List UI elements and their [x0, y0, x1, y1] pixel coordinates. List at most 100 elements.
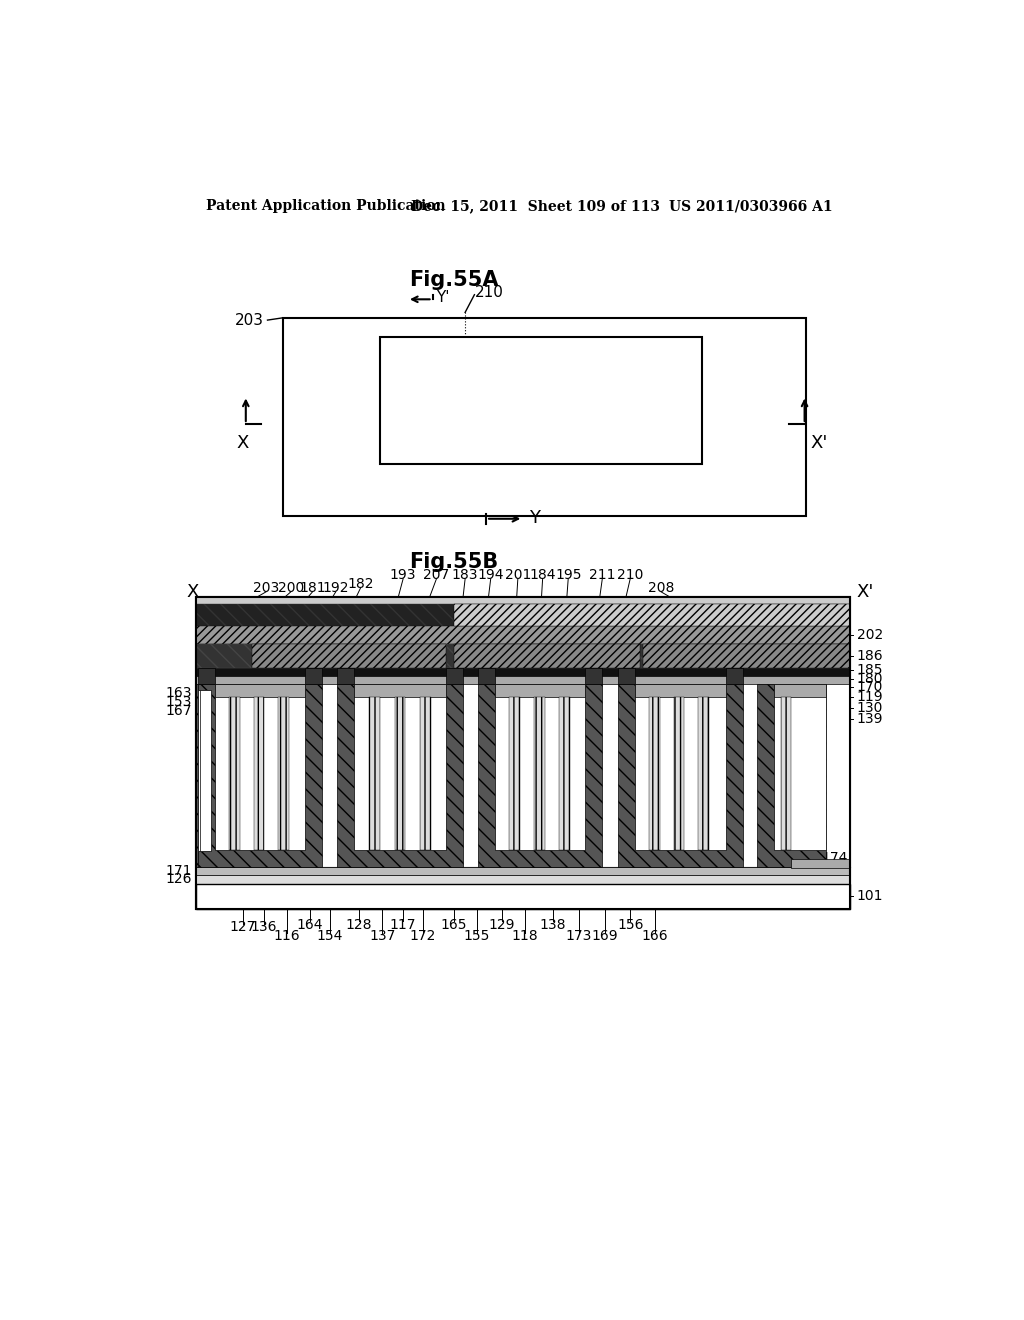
Text: 101: 101: [856, 890, 883, 903]
Bar: [197, 597, 850, 605]
Bar: [198, 689, 209, 851]
Text: 163: 163: [165, 686, 191, 700]
Text: n⁺: n⁺: [783, 684, 799, 697]
Bar: [649, 697, 659, 850]
Bar: [197, 684, 198, 867]
Bar: [635, 684, 726, 850]
Bar: [197, 644, 850, 668]
Text: 155: 155: [464, 929, 489, 942]
Bar: [586, 668, 602, 684]
Text: 211: 211: [589, 568, 615, 582]
Bar: [197, 867, 850, 875]
Text: n⁺: n⁺: [252, 684, 267, 697]
Bar: [200, 689, 211, 851]
Bar: [254, 697, 264, 850]
Text: 194: 194: [477, 568, 504, 582]
Text: 164: 164: [297, 917, 324, 932]
Bar: [197, 605, 850, 626]
Text: 171: 171: [165, 863, 191, 878]
Text: Patent Application Publication: Patent Application Publication: [206, 199, 445, 213]
Text: 128: 128: [346, 917, 372, 932]
Text: 208: 208: [648, 581, 675, 595]
Bar: [698, 697, 710, 850]
Text: 183: 183: [452, 568, 478, 582]
Text: 202: 202: [856, 628, 883, 642]
Bar: [454, 644, 640, 668]
Text: 170: 170: [856, 680, 883, 693]
Bar: [496, 684, 586, 697]
Bar: [354, 684, 445, 697]
Text: Fig.55A: Fig.55A: [409, 271, 499, 290]
Text: 172: 172: [410, 929, 435, 942]
Text: 119: 119: [856, 690, 883, 705]
Bar: [774, 684, 825, 697]
Bar: [535, 697, 545, 850]
Bar: [445, 668, 463, 684]
Bar: [228, 697, 240, 850]
Bar: [215, 684, 305, 697]
Text: 180: 180: [856, 672, 883, 686]
Text: 156: 156: [616, 917, 643, 932]
Bar: [420, 697, 431, 850]
Text: 169: 169: [591, 929, 617, 942]
Bar: [643, 644, 850, 668]
Text: 137: 137: [369, 929, 395, 942]
Bar: [197, 668, 850, 676]
Text: 117: 117: [390, 917, 417, 932]
Bar: [305, 668, 322, 684]
Text: 126: 126: [165, 873, 191, 886]
Bar: [559, 697, 569, 850]
Text: 185: 185: [856, 663, 883, 677]
Text: 210: 210: [617, 568, 643, 582]
Text: 130: 130: [856, 701, 883, 715]
Text: 195: 195: [555, 568, 582, 582]
Bar: [337, 684, 463, 867]
Text: 129: 129: [488, 917, 515, 932]
Text: 182: 182: [347, 577, 374, 591]
Bar: [726, 668, 742, 684]
Bar: [215, 684, 305, 850]
Bar: [283, 318, 806, 516]
Bar: [394, 697, 406, 850]
Bar: [337, 668, 354, 684]
Bar: [509, 697, 520, 850]
Text: 201: 201: [505, 568, 531, 582]
Text: 200: 200: [278, 581, 304, 595]
Text: Dec. 15, 2011  Sheet 109 of 113: Dec. 15, 2011 Sheet 109 of 113: [411, 199, 659, 213]
Text: 153: 153: [165, 696, 191, 709]
Text: 138: 138: [540, 917, 566, 932]
Text: 118: 118: [511, 929, 539, 942]
Bar: [279, 697, 289, 850]
Text: 127: 127: [229, 920, 256, 933]
Text: 193: 193: [390, 568, 417, 582]
Bar: [496, 684, 586, 850]
Bar: [635, 684, 726, 697]
Bar: [780, 697, 792, 850]
Text: 184: 184: [529, 568, 556, 582]
Text: n⁺: n⁺: [768, 851, 782, 865]
Text: US 2011/0303966 A1: US 2011/0303966 A1: [669, 199, 833, 213]
Bar: [369, 697, 380, 850]
Bar: [617, 668, 635, 684]
Text: 136: 136: [251, 920, 276, 933]
Bar: [252, 644, 445, 668]
Text: 207: 207: [423, 568, 450, 582]
Text: 116: 116: [273, 929, 300, 942]
Text: X': X': [856, 583, 873, 601]
Bar: [617, 684, 742, 867]
Text: 192: 192: [323, 581, 349, 595]
Text: Y: Y: [529, 510, 541, 527]
Bar: [380, 337, 701, 465]
Bar: [197, 597, 850, 909]
Text: X: X: [237, 434, 249, 453]
Bar: [198, 668, 215, 684]
Bar: [198, 684, 322, 867]
Bar: [197, 684, 850, 867]
Bar: [478, 684, 602, 867]
Bar: [197, 884, 850, 909]
Bar: [354, 684, 445, 850]
Text: Y': Y': [435, 289, 450, 305]
Bar: [478, 668, 496, 684]
Bar: [791, 859, 850, 869]
Text: 181: 181: [299, 581, 326, 595]
